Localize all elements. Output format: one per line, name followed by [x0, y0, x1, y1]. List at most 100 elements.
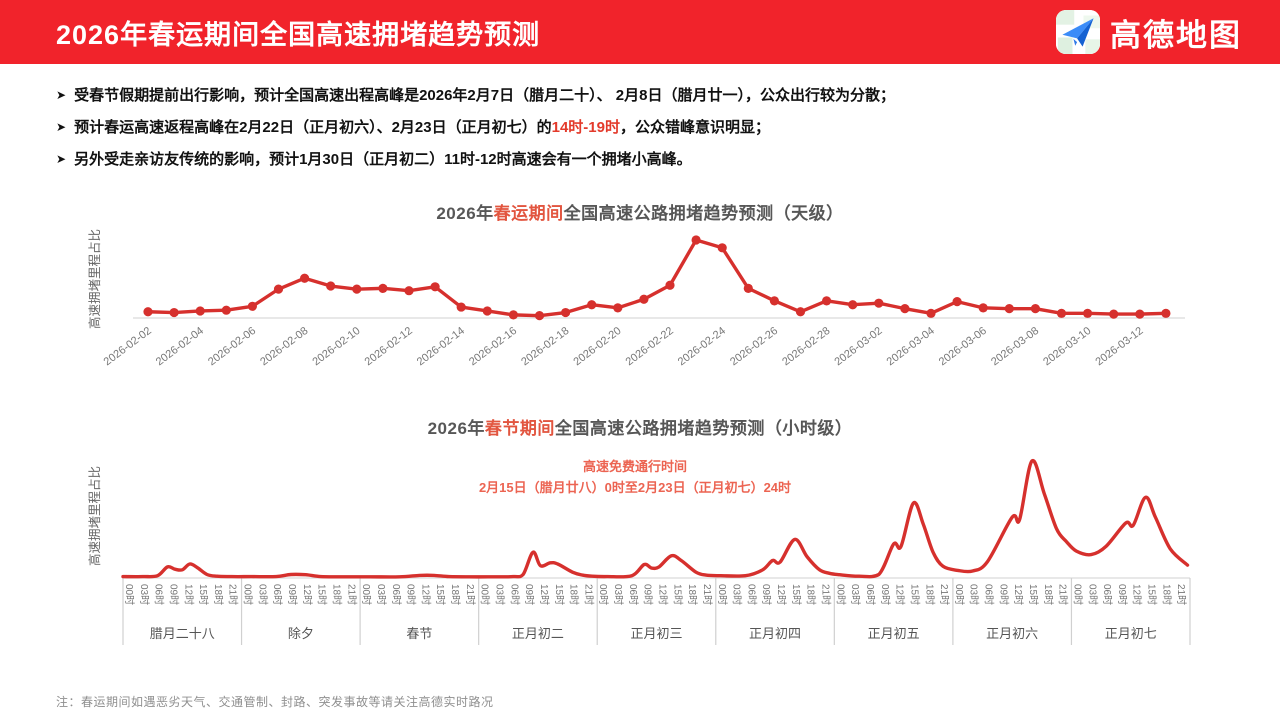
data-point-dot	[1083, 308, 1093, 318]
hour-tick-label: 15时	[1027, 584, 1039, 605]
hour-tick-label: 21时	[345, 584, 357, 605]
hour-tick-label: 15时	[908, 584, 920, 605]
hour-tick-label: 09时	[1116, 584, 1128, 605]
y-axis-label: 高速拥堵里程占比	[87, 229, 102, 329]
header-bar: 2026年春运期间全国高速拥堵趋势预测 高德地图	[0, 0, 1280, 64]
hour-tick-label: 00时	[953, 584, 965, 605]
data-point-dot	[534, 311, 545, 321]
hour-tick-label: 21时	[938, 584, 950, 605]
daily-chart-title: 2026年春运期间全国高速公路拥堵趋势预测（天级）	[436, 204, 844, 223]
hour-tick-label: 00时	[834, 584, 846, 605]
bullet-item: ➤ 预计春运高速返程高峰在2月22日（正月初六）、2月23日（正月初七）的14时…	[56, 118, 1246, 137]
x-tick-label: 2026-02-10	[310, 325, 362, 368]
data-point-dot	[1056, 308, 1067, 318]
bullet-arrow-icon: ➤	[56, 152, 67, 166]
y-axis-label: 高速拥堵里程占比	[87, 466, 102, 566]
hour-tick-label: 18时	[805, 584, 817, 605]
hour-tick-label: 03时	[968, 584, 980, 605]
hour-tick-label: 06时	[1101, 584, 1113, 605]
x-tick-label: 2026-02-26	[728, 325, 780, 368]
hour-tick-label: 00时	[716, 584, 728, 605]
day-group-label: 正月初三	[630, 626, 682, 641]
data-point-dot	[952, 297, 962, 307]
hour-tick-label: 18时	[1042, 584, 1054, 605]
amap-logo-text: 高德地图	[1110, 17, 1242, 53]
day-group-label: 正月初五	[868, 626, 920, 641]
data-point-dot	[743, 283, 753, 293]
hour-tick-label: 12时	[657, 584, 669, 605]
toll-free-annotation-line1: 高速免费通行时间	[582, 459, 687, 474]
hour-tick-label: 09时	[523, 584, 535, 605]
hour-tick-label: 06时	[153, 584, 165, 605]
x-tick-label: 2026-02-04	[154, 325, 206, 368]
hour-tick-label: 18时	[449, 584, 461, 605]
x-tick-label: 2026-02-14	[415, 325, 467, 368]
toll-free-annotation-line2: 2月15日（腊月廿八）0时至2月23日（正月初七）24时	[478, 480, 792, 495]
hour-tick-label: 00时	[597, 584, 609, 605]
data-point-dot	[221, 305, 231, 315]
hour-tick-label: 09时	[642, 584, 654, 605]
x-tick-label: 2026-02-22	[624, 325, 676, 368]
x-tick-label: 2026-02-20	[571, 325, 623, 368]
bullet-item: ➤ 另外受走亲访友传统的影响，预计1月30日（正月初二）11时-12时高速会有一…	[56, 150, 1246, 169]
hour-tick-label: 06时	[390, 584, 402, 605]
x-tick-label: 2026-02-18	[519, 325, 571, 368]
data-point-dot	[848, 300, 858, 310]
hour-tick-label: 12时	[419, 584, 431, 605]
bullet-item: ➤ 受春节假期提前出行影响，预计全国高速出程高峰是2026年2月7日（腊月二十）…	[56, 86, 1246, 105]
bullet-text: 预计春运高速返程高峰在2月22日（正月初六）、2月23日（正月初七）的14时-1…	[74, 119, 771, 136]
hour-tick-label: 00时	[360, 584, 372, 605]
bullet-text: 另外受走亲访友传统的影响，预计1月30日（正月初二）11时-12时高速会有一个拥…	[74, 151, 692, 168]
hour-tick-label: 12时	[538, 584, 550, 605]
hour-tick-label: 18时	[686, 584, 698, 605]
hour-tick-label: 03时	[612, 584, 624, 605]
data-point-dot	[508, 310, 518, 320]
hour-tick-label: 06时	[508, 584, 520, 605]
hour-tick-label: 03时	[849, 584, 861, 605]
day-group-label: 腊月二十八	[150, 626, 215, 641]
hour-tick-label: 03时	[1086, 584, 1098, 605]
hour-tick-label: 15时	[197, 584, 209, 605]
hour-tick-label: 21时	[1057, 584, 1069, 605]
data-point-dot	[1135, 309, 1145, 319]
data-point-dot	[691, 235, 701, 245]
hour-tick-label: 15时	[671, 584, 683, 605]
hour-tick-label: 09时	[167, 584, 179, 605]
hour-tick-label: 12时	[301, 584, 313, 605]
hourly-chart-title: 2026年春节期间全国高速公路拥堵趋势预测（小时级）	[427, 419, 853, 438]
data-point-dot	[769, 296, 780, 306]
x-tick-label: 2026-03-06	[937, 325, 989, 368]
hour-tick-label: 15时	[553, 584, 565, 605]
data-point-dot	[926, 308, 936, 318]
hour-tick-label: 21时	[464, 584, 476, 605]
day-group-label: 除夕	[288, 626, 314, 641]
hour-tick-label: 09时	[760, 584, 772, 605]
data-point-dot	[482, 306, 492, 316]
hour-tick-label: 00时	[1071, 584, 1083, 605]
hour-tick-label: 09时	[405, 584, 417, 605]
data-point-dot	[404, 286, 414, 296]
amap-logo: 高德地图	[1056, 0, 1242, 64]
hour-tick-label: 15时	[316, 584, 328, 605]
hour-tick-label: 21时	[227, 584, 239, 605]
day-group-label: 正月初六	[986, 626, 1038, 641]
x-tick-label: 2026-03-12	[1093, 325, 1145, 368]
data-point-dot	[665, 280, 675, 290]
data-point-dot	[822, 296, 832, 306]
data-point-dot	[352, 284, 362, 294]
x-tick-label: 2026-03-02	[832, 325, 884, 368]
data-point-dot	[1161, 308, 1171, 318]
toll-free-annotation: 高速免费通行时间 2月15日（腊月廿八）0时至2月23日（正月初七）24时	[435, 456, 835, 498]
hour-tick-label: 03时	[256, 584, 268, 605]
hour-tick-label: 00时	[242, 584, 254, 605]
hour-tick-label: 06时	[983, 584, 995, 605]
data-point-dot	[613, 303, 623, 313]
amap-paper-plane-icon	[1056, 10, 1100, 54]
x-tick-label: 2026-02-06	[206, 325, 258, 368]
data-point-dot	[273, 284, 284, 294]
day-group-label: 正月初二	[512, 626, 564, 641]
data-point-dot	[169, 307, 179, 318]
hour-tick-label: 03时	[375, 584, 387, 605]
x-tick-label: 2026-02-08	[258, 325, 310, 368]
